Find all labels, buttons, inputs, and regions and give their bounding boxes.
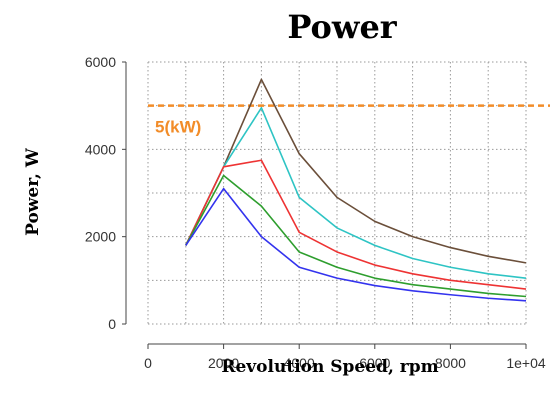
reference-line-group: 5(kW)	[148, 104, 550, 137]
y-tick-label: 2000	[85, 229, 116, 245]
x-tick-label: 1e+04	[506, 355, 546, 371]
x-tick-label: 2000	[208, 355, 239, 371]
x-tick-label: 6000	[359, 355, 390, 371]
y-axis-label: Power, W	[23, 147, 43, 236]
y-tick-label: 4000	[85, 141, 116, 157]
series-line-5	[185, 187, 527, 302]
series-line-3	[185, 159, 527, 290]
series-line-1	[185, 78, 527, 264]
chart-title: Power	[287, 8, 397, 46]
series-line-4	[185, 174, 527, 298]
x-axis-label: Revolution Speed, rpm	[221, 357, 438, 377]
x-tick-label: 0	[144, 355, 152, 371]
y-tick-label: 0	[108, 316, 116, 332]
series-group	[185, 78, 527, 302]
tick-labels: 0 2000 4000 6000 0 2000 4000 6000 8000 1e+04	[85, 54, 546, 371]
reference-line-label: 5(kW)	[155, 118, 201, 137]
axes	[122, 61, 527, 349]
x-tick-label: 4000	[284, 355, 315, 371]
x-tick-label: 8000	[435, 355, 466, 371]
y-tick-label: 6000	[85, 54, 116, 70]
series-line-2	[185, 107, 527, 279]
grid	[147, 61, 527, 325]
